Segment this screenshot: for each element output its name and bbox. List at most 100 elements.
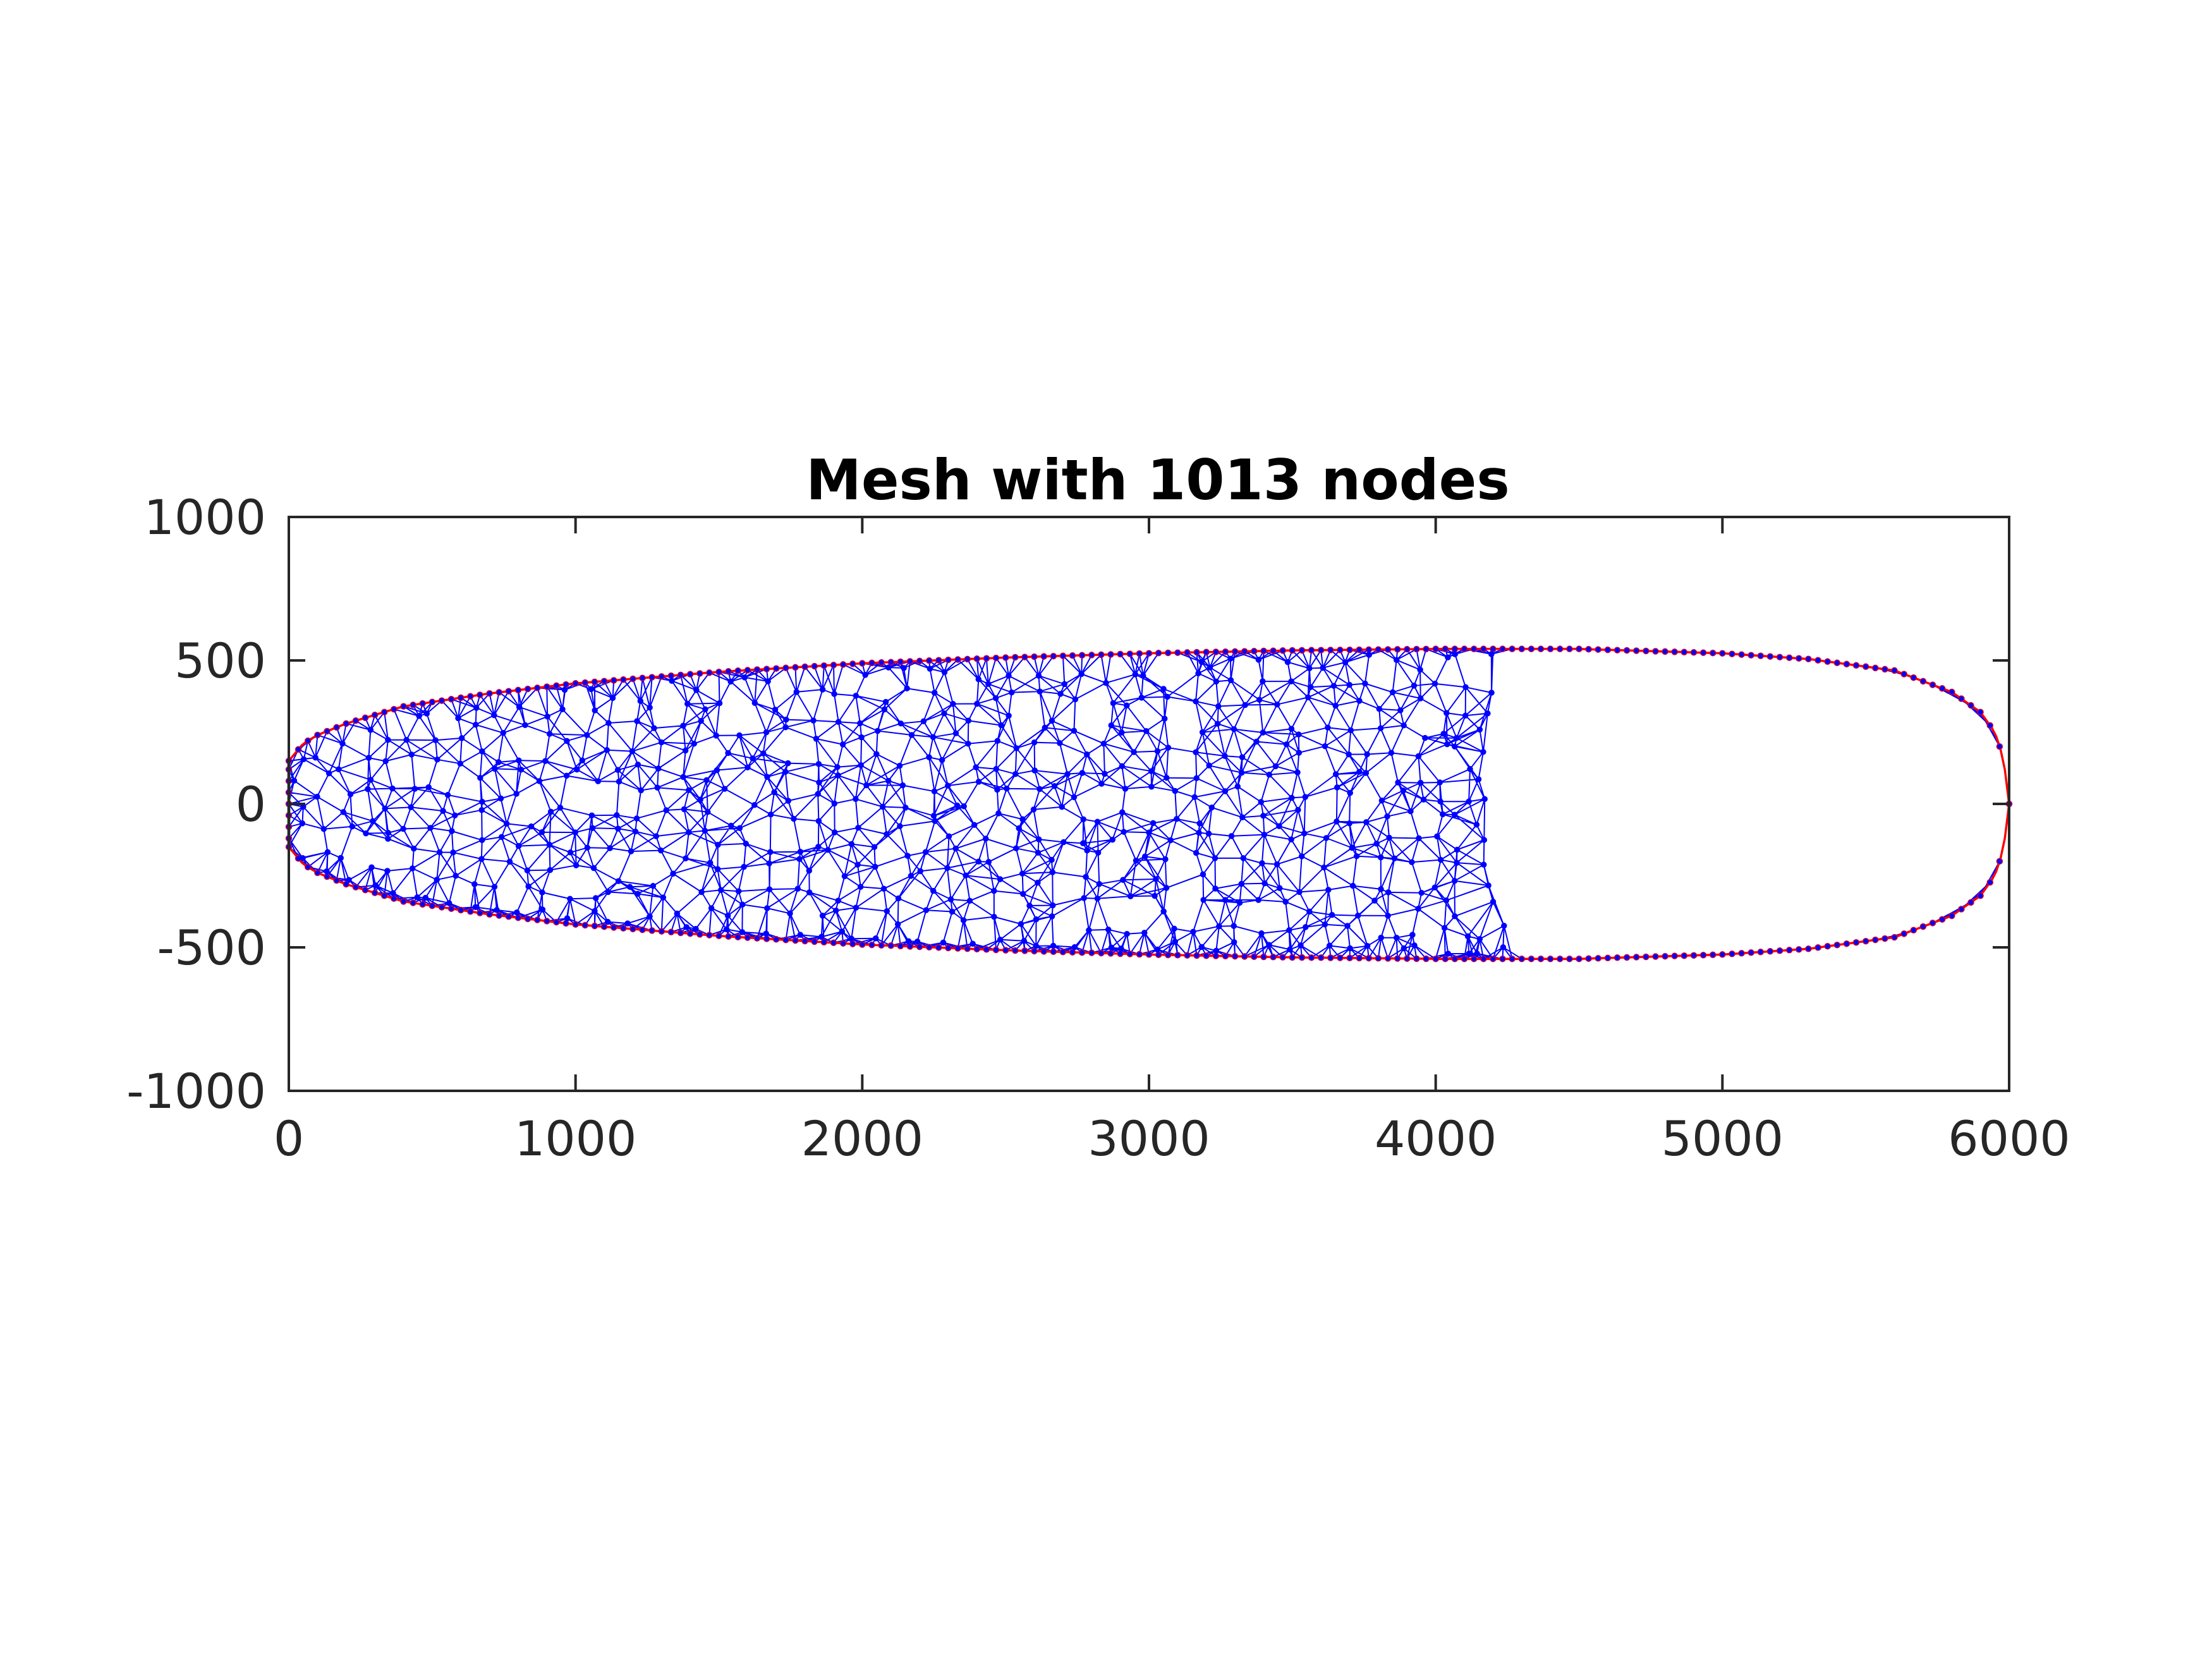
mesh-node [495,759,502,765]
x-tick-label: 0 [274,1110,304,1167]
mesh-node [772,707,779,713]
mesh-node [365,755,372,761]
mesh-node [1417,666,1423,673]
mesh-node [1119,729,1125,736]
mesh-node [410,899,416,906]
mesh-node [1150,820,1157,827]
mesh-node [477,775,483,781]
mesh-node [572,680,579,687]
mesh-node [1757,652,1765,659]
mesh-node [1012,947,1019,954]
mesh-node [994,786,1000,793]
mesh-node [785,798,792,804]
mesh-node [564,738,570,744]
mesh-node [362,714,369,722]
mesh-node [1643,647,1650,655]
mesh-node [559,706,566,713]
mesh-node [525,883,532,890]
mesh-node [547,866,554,873]
mesh-node [1709,649,1717,657]
mesh-node [337,854,344,861]
mesh-node [1393,657,1400,664]
mesh-node [1030,806,1037,813]
mesh-node [1833,659,1841,667]
mesh-node [1071,727,1078,734]
mesh-node [1462,712,1469,719]
mesh-node [1198,944,1205,951]
mesh-node [349,823,356,830]
mesh-node [1155,951,1162,958]
mesh-node [1050,902,1056,909]
mesh-node [1431,884,1438,890]
mesh-node [1184,649,1191,656]
mesh-node [1286,927,1292,933]
mesh-node [1008,689,1015,696]
mesh-node [370,818,376,824]
mesh-node [992,654,1000,662]
mesh-node [815,761,822,767]
mesh-node [592,908,598,915]
mesh-node [647,913,653,920]
mesh-node [1557,955,1564,963]
mesh-node [514,686,522,694]
mesh-node [1277,885,1283,892]
mesh-node [905,938,912,944]
mesh-node [1239,754,1246,760]
mesh-node [1500,944,1507,951]
mesh-node [1276,823,1282,829]
mesh-node [604,747,611,753]
mesh-node [561,686,568,693]
mesh-node [703,777,710,784]
mesh-node [1417,695,1424,702]
mesh-node [969,940,976,947]
mesh-node [1394,646,1401,653]
mesh-node [1451,645,1459,653]
mesh-node [467,908,474,915]
mesh-node [1035,849,1042,856]
mesh-node [857,884,864,890]
mesh-node [1547,955,1554,963]
mesh-node [1766,948,1774,955]
mesh-node [1078,652,1086,659]
mesh-node [1031,653,1038,660]
mesh-node [324,849,331,856]
mesh-node [1604,646,1612,653]
mesh-node [1346,646,1353,653]
y-axis: -1000 -500 0 500 1000 [126,489,2009,1119]
mesh-node [339,740,346,747]
mesh-node [1466,798,1472,805]
mesh-node [1376,705,1383,712]
mesh-node [1193,749,1199,755]
mesh-node [741,863,747,870]
mesh-node [1919,678,1927,685]
mesh-node [1236,899,1243,906]
mesh-node [411,846,417,852]
mesh-node [923,907,930,913]
mesh-node [382,758,389,765]
mesh-node [600,678,608,684]
mesh-node [1071,794,1078,801]
mesh-node [343,720,349,727]
mesh-node [1604,954,1612,962]
mesh-node [1136,650,1143,657]
mesh-node [605,889,612,896]
mesh-node [425,784,432,791]
mesh-node [614,767,621,774]
mesh-node [917,868,923,875]
mesh-node [408,804,414,811]
mesh-node [1196,829,1202,836]
mesh-node [1632,954,1640,961]
mesh-node [304,737,312,744]
mesh-node [427,825,434,831]
mesh-node [825,847,831,853]
mesh-node [343,880,349,888]
mesh-node [1485,710,1491,717]
mesh-node [650,883,657,889]
mesh-node [1407,808,1414,815]
mesh-node [389,785,396,792]
mesh-node [935,657,942,664]
mesh-node [1948,688,1955,696]
mesh-node [1018,921,1024,927]
mesh-node [1297,942,1304,949]
mesh-node [434,757,441,763]
